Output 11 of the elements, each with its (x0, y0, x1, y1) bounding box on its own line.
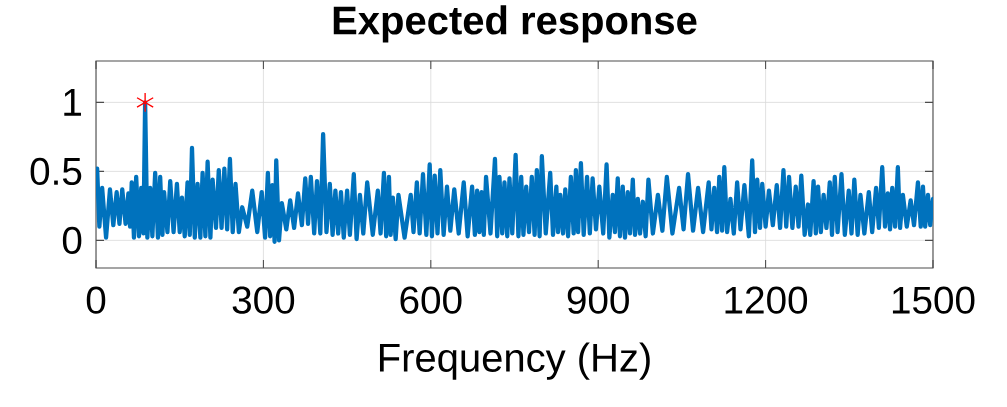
y-tick-label: 0 (62, 226, 82, 255)
chart-title: Expected response (333, 5, 697, 43)
x-tick-label: 600 (400, 286, 462, 314)
x-tick-label: 300 (232, 286, 295, 314)
x-tick-label: 0 (86, 286, 106, 314)
x-tick-label: 1200 (725, 286, 808, 314)
x-tick-label: 900 (567, 286, 629, 314)
x-tick-label: 1500 (892, 286, 975, 314)
x-axis-title: Frequency (Hz) (379, 342, 650, 380)
y-tick-label: 1 (64, 89, 81, 116)
y-tick-label: 0.5 (30, 157, 82, 186)
